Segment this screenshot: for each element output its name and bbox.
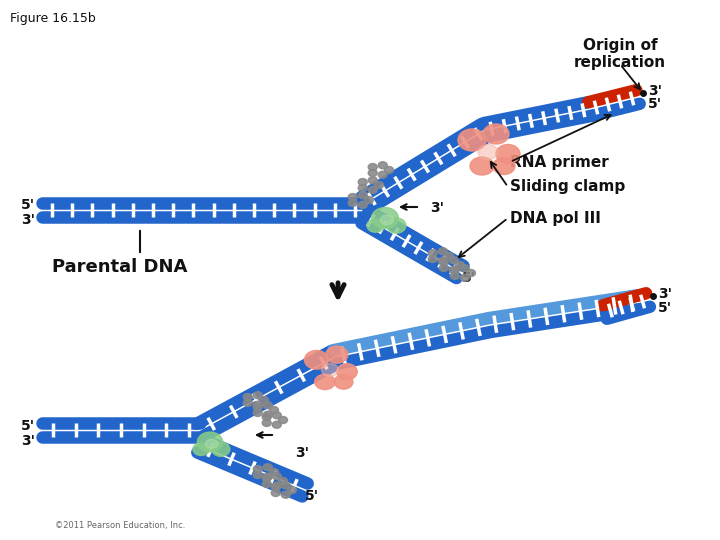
Text: 3': 3' (648, 84, 662, 98)
Ellipse shape (279, 416, 287, 423)
Ellipse shape (264, 402, 272, 409)
Ellipse shape (460, 265, 469, 272)
Ellipse shape (262, 475, 271, 482)
Ellipse shape (367, 219, 384, 232)
Ellipse shape (438, 248, 447, 255)
Ellipse shape (369, 177, 377, 184)
Ellipse shape (262, 420, 271, 427)
Ellipse shape (271, 489, 280, 496)
Ellipse shape (450, 267, 459, 274)
Ellipse shape (325, 346, 348, 363)
Ellipse shape (253, 471, 262, 478)
Text: 3': 3' (295, 446, 309, 460)
Ellipse shape (272, 482, 282, 489)
Ellipse shape (272, 472, 282, 480)
Ellipse shape (460, 274, 469, 281)
Ellipse shape (438, 257, 447, 264)
Ellipse shape (364, 197, 374, 204)
Ellipse shape (315, 374, 335, 389)
Text: ©2011 Pearson Education, Inc.: ©2011 Pearson Education, Inc. (55, 521, 185, 530)
Ellipse shape (369, 186, 377, 193)
Ellipse shape (449, 256, 459, 264)
Ellipse shape (305, 350, 328, 369)
Ellipse shape (243, 400, 252, 407)
Ellipse shape (271, 483, 280, 490)
Text: 5': 5' (462, 271, 476, 285)
Ellipse shape (264, 411, 272, 418)
Ellipse shape (334, 375, 353, 389)
Text: Parental DNA: Parental DNA (53, 258, 188, 276)
Ellipse shape (264, 473, 272, 480)
Text: DNA pol III: DNA pol III (510, 211, 601, 226)
Ellipse shape (253, 401, 262, 408)
Ellipse shape (444, 253, 454, 260)
Ellipse shape (374, 181, 384, 188)
Ellipse shape (428, 255, 437, 262)
Ellipse shape (470, 157, 494, 175)
Ellipse shape (253, 403, 262, 410)
Ellipse shape (439, 265, 449, 272)
Ellipse shape (384, 166, 394, 173)
Text: 3': 3' (658, 287, 672, 301)
Ellipse shape (359, 201, 367, 208)
Text: 3': 3' (21, 213, 35, 227)
Ellipse shape (380, 215, 394, 225)
Ellipse shape (483, 124, 509, 144)
Ellipse shape (253, 392, 262, 399)
Ellipse shape (359, 192, 367, 199)
Ellipse shape (348, 193, 357, 200)
Ellipse shape (253, 465, 262, 472)
Ellipse shape (337, 363, 357, 380)
Ellipse shape (496, 145, 520, 164)
Ellipse shape (287, 487, 297, 494)
Ellipse shape (269, 469, 279, 476)
Ellipse shape (348, 199, 357, 206)
Text: 3': 3' (430, 201, 444, 215)
Ellipse shape (368, 164, 377, 171)
Ellipse shape (467, 269, 475, 276)
Ellipse shape (450, 273, 459, 279)
Ellipse shape (264, 464, 272, 471)
Text: 5': 5' (21, 198, 35, 212)
Text: Sliding clamp: Sliding clamp (510, 179, 625, 194)
Ellipse shape (428, 249, 437, 256)
Ellipse shape (259, 396, 269, 403)
Ellipse shape (458, 129, 486, 151)
Text: Origin of
replication: Origin of replication (574, 38, 666, 70)
Ellipse shape (359, 185, 367, 192)
Text: Figure 16.15b: Figure 16.15b (10, 12, 96, 25)
Ellipse shape (387, 218, 406, 233)
Text: 5': 5' (305, 489, 319, 503)
Text: 5': 5' (658, 301, 672, 315)
Ellipse shape (243, 394, 252, 401)
Ellipse shape (279, 477, 287, 484)
Ellipse shape (272, 421, 282, 428)
Ellipse shape (282, 491, 290, 498)
Ellipse shape (493, 158, 515, 174)
Ellipse shape (378, 162, 387, 168)
Ellipse shape (212, 442, 230, 456)
Ellipse shape (378, 171, 387, 178)
Ellipse shape (272, 411, 282, 418)
Ellipse shape (262, 481, 271, 488)
Text: 3': 3' (21, 434, 35, 448)
Ellipse shape (372, 207, 398, 228)
Ellipse shape (262, 414, 271, 421)
Ellipse shape (478, 145, 498, 159)
Text: 5': 5' (648, 97, 662, 111)
Ellipse shape (449, 266, 459, 273)
Ellipse shape (193, 443, 209, 456)
Ellipse shape (368, 170, 377, 177)
Ellipse shape (439, 259, 449, 266)
Ellipse shape (205, 440, 218, 448)
Ellipse shape (322, 363, 338, 376)
Ellipse shape (456, 261, 464, 268)
Ellipse shape (269, 407, 279, 414)
Ellipse shape (359, 179, 367, 186)
Ellipse shape (197, 432, 222, 452)
Ellipse shape (282, 482, 290, 489)
Text: 5': 5' (21, 419, 35, 433)
Ellipse shape (253, 409, 262, 416)
Text: RNA primer: RNA primer (510, 154, 608, 170)
